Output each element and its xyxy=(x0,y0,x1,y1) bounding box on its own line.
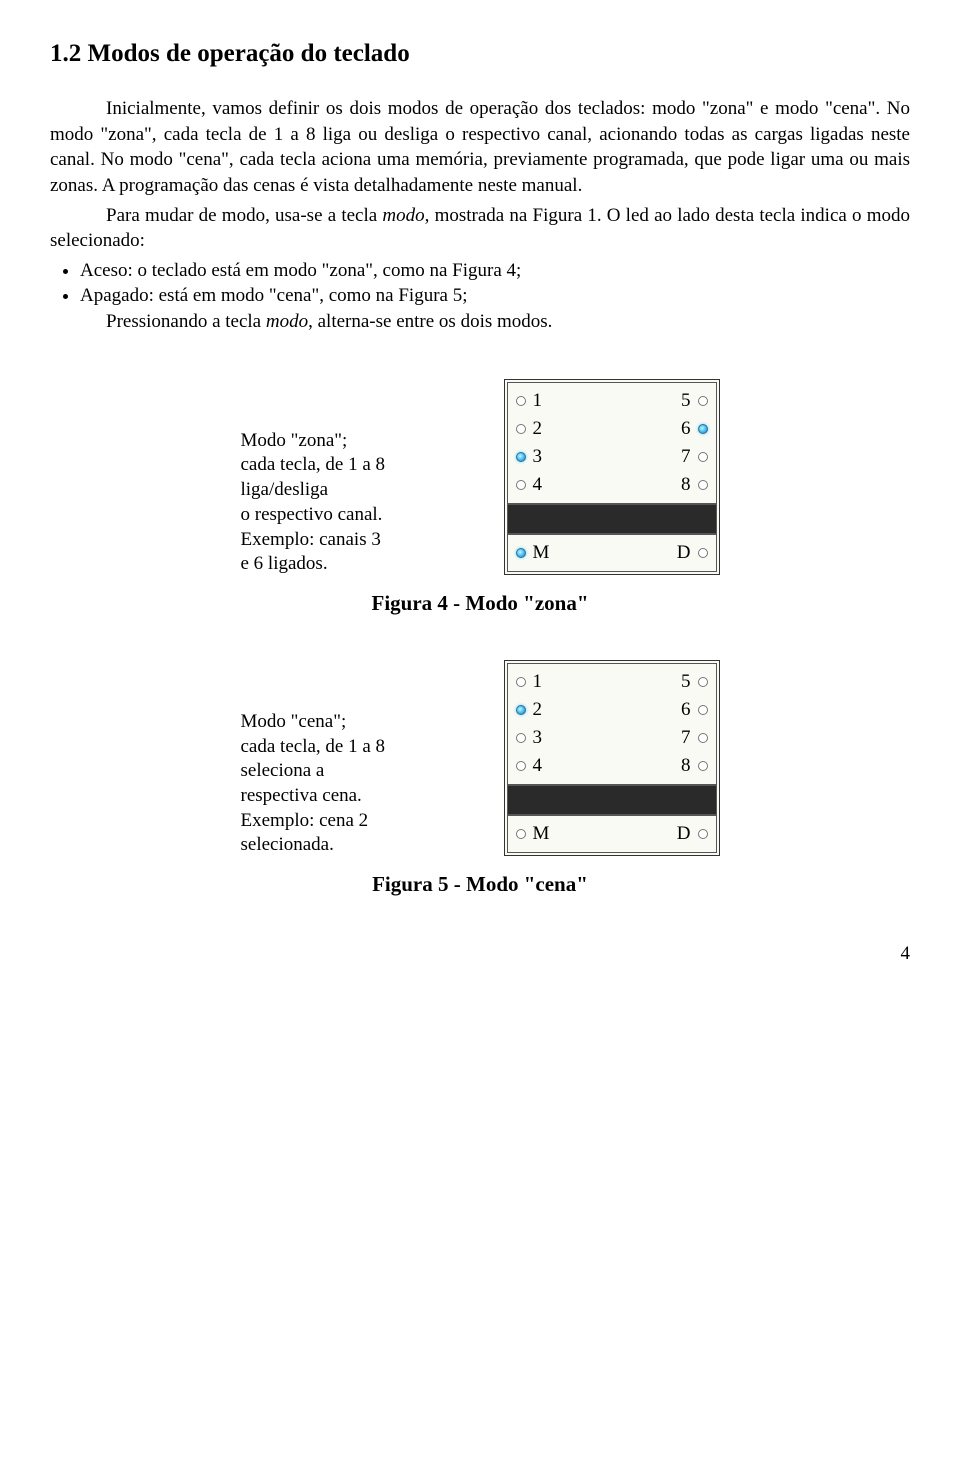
keyboard-key: 2 xyxy=(512,696,603,724)
figure-4-caption: Figura 4 - Modo "zona" xyxy=(50,591,910,616)
keyboard-key: D xyxy=(621,539,712,567)
key-label: 2 xyxy=(533,418,543,440)
led-icon xyxy=(698,480,708,490)
keyboard-key: M xyxy=(512,820,603,848)
keyboard-key: 1 xyxy=(512,668,603,696)
keyboard-key: 5 xyxy=(621,387,712,415)
page-number: 4 xyxy=(50,943,910,965)
key-label: 1 xyxy=(533,671,543,693)
key-label: 8 xyxy=(681,755,691,777)
led-icon xyxy=(698,705,708,715)
led-icon xyxy=(698,733,708,743)
led-icon xyxy=(516,452,526,462)
keyboard-key: 6 xyxy=(621,415,712,443)
keyboard-key: 1 xyxy=(512,387,603,415)
led-icon xyxy=(698,452,708,462)
led-icon xyxy=(698,424,708,434)
key-label: 4 xyxy=(533,474,543,496)
keyboard-key: D xyxy=(621,820,712,848)
fig4-desc-line4: o respectivo canal. xyxy=(241,504,383,525)
key-label: 7 xyxy=(681,446,691,468)
key-label: M xyxy=(533,542,550,564)
para2-part-a: Para mudar de modo, usa-se a tecla xyxy=(106,205,382,226)
keyboard-key: 7 xyxy=(621,724,712,752)
fig4-desc-line3: liga/desliga xyxy=(241,479,329,500)
key-label: M xyxy=(533,823,550,845)
paragraph-2: Para mudar de modo, usa-se a tecla modo,… xyxy=(50,203,910,254)
figure-5-keyboard: 1 5 2 6 3 7 4 8 M D xyxy=(504,660,720,856)
led-icon xyxy=(516,677,526,687)
fig5-desc-line1: Modo "cena"; xyxy=(241,711,347,732)
fig4-desc-line2: cada tecla, de 1 a 8 xyxy=(241,454,386,475)
key-label: 8 xyxy=(681,474,691,496)
keyboard-key: 2 xyxy=(512,415,603,443)
keyboard-key: 3 xyxy=(512,724,603,752)
bullet-list: Aceso: o teclado está em modo "zona", co… xyxy=(62,258,910,309)
fig4-desc-line1: Modo "zona"; xyxy=(241,430,348,451)
key-label: 4 xyxy=(533,755,543,777)
figure-4-keyboard: 1 5 2 6 3 7 4 8 M D xyxy=(504,379,720,575)
paragraph-1: Inicialmente, vamos definir os dois modo… xyxy=(50,96,910,199)
keyboard-key: 5 xyxy=(621,668,712,696)
key-label: 5 xyxy=(681,390,691,412)
led-icon xyxy=(516,480,526,490)
led-icon xyxy=(516,733,526,743)
fig5-desc-line4: respectiva cena. xyxy=(241,785,362,806)
bullet-item-1: Aceso: o teclado está em modo "zona", co… xyxy=(80,258,910,284)
figure-5-block: Modo "cena"; cada tecla, de 1 a 8 seleci… xyxy=(50,660,910,897)
led-icon xyxy=(516,548,526,558)
key-label: 1 xyxy=(533,390,543,412)
key-label: D xyxy=(677,542,691,564)
keyboard-key: 3 xyxy=(512,443,603,471)
fig5-desc-line5: Exemplo: cena 2 xyxy=(241,810,369,831)
kb-spacer xyxy=(507,785,717,815)
key-label: 2 xyxy=(533,699,543,721)
keyboard-key: 4 xyxy=(512,471,603,499)
fig5-desc-line6: selecionada. xyxy=(241,834,334,855)
key-label: 7 xyxy=(681,727,691,749)
led-icon xyxy=(516,424,526,434)
para3-part-a: Pressionando a tecla xyxy=(106,311,266,332)
led-icon xyxy=(698,677,708,687)
figure-4-block: Modo "zona"; cada tecla, de 1 a 8 liga/d… xyxy=(50,379,910,616)
key-label: 3 xyxy=(533,446,543,468)
keyboard-key: 8 xyxy=(621,752,712,780)
led-icon xyxy=(516,761,526,771)
para2-italic-modo: modo xyxy=(382,205,424,226)
fig4-desc-line6: e 6 ligados. xyxy=(241,553,328,574)
paragraph-3: Pressionando a tecla modo, alterna-se en… xyxy=(50,309,910,335)
fig5-desc-line3: seleciona a xyxy=(241,760,325,781)
keyboard-key: 8 xyxy=(621,471,712,499)
key-label: 6 xyxy=(681,699,691,721)
led-icon xyxy=(516,396,526,406)
fig4-desc-line5: Exemplo: canais 3 xyxy=(241,529,381,550)
key-label: D xyxy=(677,823,691,845)
bullet-item-2: Apagado: está em modo "cena", como na Fi… xyxy=(80,283,910,309)
keyboard-key: M xyxy=(512,539,603,567)
para3-part-b: , alterna-se entre os dois modos. xyxy=(308,311,552,332)
fig5-desc-line2: cada tecla, de 1 a 8 xyxy=(241,736,386,757)
led-icon xyxy=(698,548,708,558)
section-heading: 1.2 Modos de operação do teclado xyxy=(50,40,910,68)
para3-italic-modo: modo xyxy=(266,311,308,332)
keyboard-key: 7 xyxy=(621,443,712,471)
keyboard-key: 6 xyxy=(621,696,712,724)
figure-5-description: Modo "cena"; cada tecla, de 1 a 8 seleci… xyxy=(241,660,476,858)
key-label: 5 xyxy=(681,671,691,693)
led-icon xyxy=(516,829,526,839)
led-icon xyxy=(698,829,708,839)
figure-5-caption: Figura 5 - Modo "cena" xyxy=(50,872,910,897)
key-label: 3 xyxy=(533,727,543,749)
keyboard-key: 4 xyxy=(512,752,603,780)
led-icon xyxy=(516,705,526,715)
led-icon xyxy=(698,761,708,771)
led-icon xyxy=(698,396,708,406)
figure-4-description: Modo "zona"; cada tecla, de 1 a 8 liga/d… xyxy=(241,379,476,577)
kb-spacer xyxy=(507,504,717,534)
key-label: 6 xyxy=(681,418,691,440)
